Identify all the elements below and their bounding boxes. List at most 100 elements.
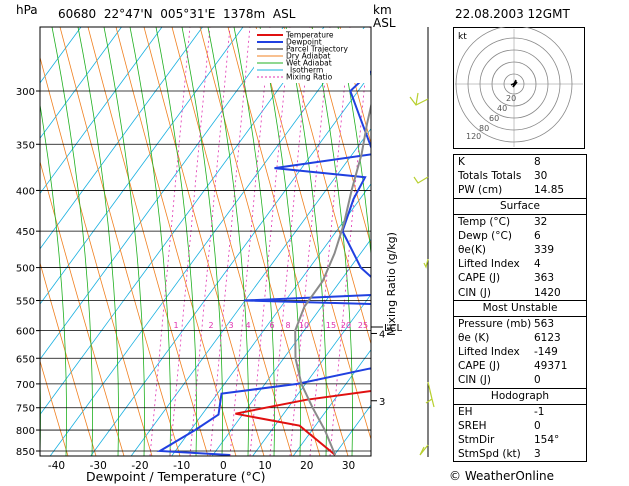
pressure-tick-label: 750	[16, 404, 35, 415]
mixing-ratio-label: 10	[299, 321, 309, 330]
hodograph-unit: kt	[458, 32, 467, 42]
index-label: Temp (°C)	[458, 215, 511, 228]
index-label: K	[458, 156, 465, 168]
index-row: Lifted Index 4	[454, 257, 586, 271]
index-label: CAPE (J)	[458, 272, 501, 285]
pressure-tick-label: 550	[16, 297, 35, 308]
mixing-ratio-label: 1	[173, 321, 178, 330]
isotherm-line	[90, 72, 371, 456]
legend-label: Mixing Ratio	[286, 73, 333, 82]
dry-adiabat-line	[143, 27, 265, 456]
index-row: CIN (J) 0	[454, 373, 586, 387]
index-value: 0	[534, 374, 541, 387]
mixing-ratio-line	[309, 27, 351, 456]
mixing-ratio-line	[269, 27, 311, 456]
index-value: 6123	[534, 331, 561, 344]
x-tick-label: 0	[220, 460, 227, 472]
wet-adiabat-line	[337, 27, 371, 259]
station-header: 60680 22°47'N 005°31'E 1378m ASL	[58, 8, 295, 20]
legend-label: Dewpoint	[286, 38, 322, 47]
mixing-ratio-label: 4	[245, 321, 250, 330]
index-value: 8	[534, 156, 541, 168]
hodo-ring-label: 80	[479, 124, 489, 133]
index-label: EH	[458, 405, 473, 418]
isotherm-line	[40, 27, 244, 305]
pressure-tick-label: 450	[16, 227, 35, 238]
most-unstable-title: Most Unstable	[454, 301, 586, 317]
dry-adiabat-line	[40, 359, 69, 456]
isotherm-line	[171, 183, 371, 456]
mixing-ratio-line	[209, 27, 251, 456]
isotherm-line	[40, 27, 203, 250]
legend-label: Parcel Trajectory	[286, 45, 348, 54]
mixing-ratio-axis-label: Mixing Ratio (g/kg)	[385, 232, 398, 336]
index-label: SREH	[458, 419, 487, 432]
wet-adiabat-line	[51, 27, 93, 456]
dry-adiabat-line	[40, 160, 125, 456]
km-tick-label: 4	[379, 329, 385, 340]
mixing-ratio-label: 8	[285, 321, 290, 330]
isotherm-line	[40, 27, 122, 139]
legend-label: Dry Adiabat	[286, 52, 330, 61]
index-label: θe(K)	[458, 243, 486, 256]
x-tick-label: -20	[131, 460, 148, 472]
isotherm-line	[49, 27, 365, 456]
index-label: PW (cm)	[458, 184, 503, 197]
index-label: Totals Totals	[458, 170, 522, 183]
mixing-ratio-line	[329, 27, 371, 456]
index-value: 363	[534, 272, 555, 285]
km-unit-label: km	[373, 3, 392, 17]
wind-profile	[409, 27, 435, 457]
x-axis-title: Dewpoint / Temperature (°C)	[86, 469, 266, 484]
station-id: 60680	[58, 7, 97, 21]
x-tick-label: -40	[48, 460, 65, 472]
station-asl: ASL	[272, 7, 296, 21]
station-elev: 1378m	[223, 7, 266, 21]
index-row: Lifted Index -149	[454, 345, 586, 359]
surface-title: Surface	[454, 199, 586, 215]
dry-adiabat-line	[59, 27, 181, 456]
mixing-ratio-line	[169, 27, 211, 456]
km-tick-label: 3	[379, 397, 385, 408]
index-row: PW (cm) 14.85	[454, 183, 586, 197]
index-value: 0	[534, 419, 541, 432]
x-tick-label: 20	[300, 460, 313, 472]
index-value: -149	[534, 346, 558, 359]
index-row: CAPE (J) 363	[454, 271, 586, 285]
index-label: Lifted Index	[458, 258, 520, 271]
mixing-ratio-label: 6	[269, 321, 274, 330]
dry-adiabat-line	[87, 27, 209, 456]
index-row: Totals Totals 30	[454, 169, 586, 183]
isotherm-line	[40, 27, 163, 195]
index-value: 14.85	[534, 184, 565, 197]
index-value: 32	[534, 215, 548, 228]
pressure-tick-label: 600	[16, 327, 35, 338]
hodo-ring-label: 60	[489, 114, 499, 123]
wet-adiabat-line	[311, 27, 353, 456]
dry-adiabat-line	[0, 27, 12, 456]
legend-label: Wet Adiabat	[286, 59, 332, 68]
pressure-tick-label: 800	[16, 426, 35, 437]
series-temperature	[235, 306, 371, 456]
x-tick-label: 30	[342, 460, 355, 472]
dry-adiabat-line	[227, 27, 349, 456]
index-label: θe (K)	[458, 331, 490, 344]
index-row: θe (K) 6123	[454, 331, 586, 345]
pressure-tick-label: 300	[16, 87, 35, 98]
wet-adiabat-line	[181, 27, 223, 456]
wet-adiabat-line	[129, 27, 171, 456]
dry-adiabat-line	[171, 27, 293, 456]
series-parcel-trajectory	[294, 73, 371, 456]
hodo-ring-label: 40	[497, 104, 507, 113]
index-label: Lifted Index	[458, 346, 520, 359]
index-row: CAPE (J) 49371	[454, 359, 586, 373]
index-value: 563	[534, 317, 555, 330]
hodograph-trace	[510, 79, 518, 88]
index-label: CIN (J)	[458, 286, 491, 299]
index-value: 6	[534, 229, 541, 242]
pressure-tick-label: 700	[16, 380, 35, 391]
index-label: CIN (J)	[458, 374, 491, 387]
wet-adiabat-line	[77, 27, 119, 456]
mixing-ratio-line	[149, 27, 191, 456]
